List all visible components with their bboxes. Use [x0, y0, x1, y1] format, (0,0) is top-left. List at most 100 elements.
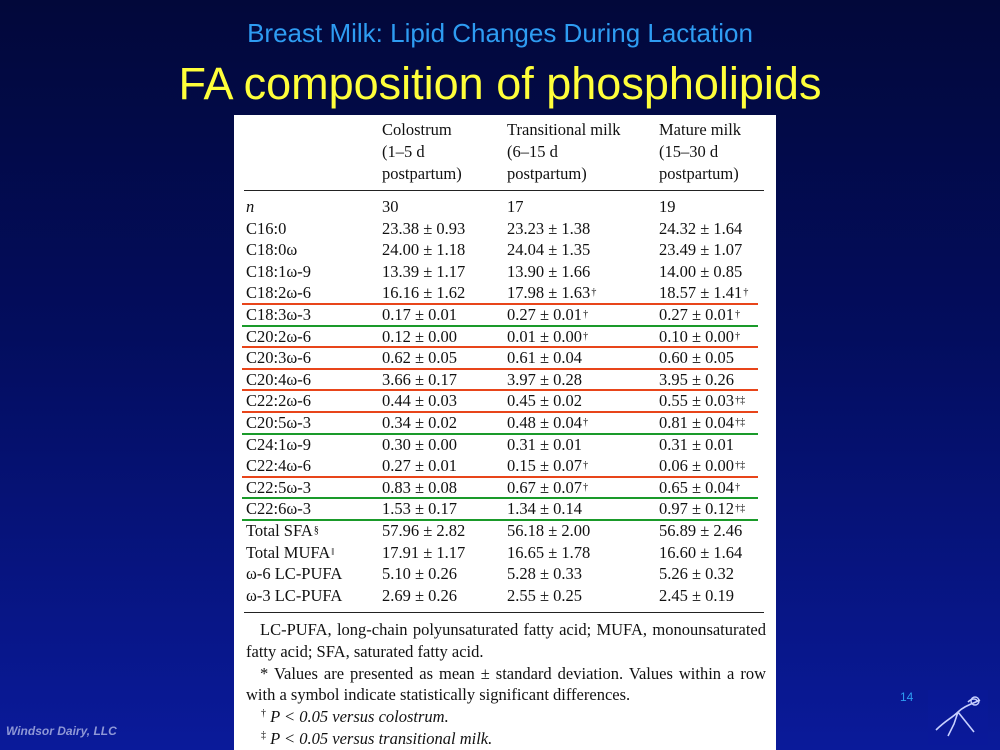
table-cell: 24.04 ± 1.35 — [507, 239, 590, 261]
row-label-text: C24:1ω-9 — [246, 434, 311, 454]
row-label: C20:3ω-6 — [246, 347, 311, 369]
row-label: C18:1ω-9 — [246, 261, 311, 283]
table-footnotes: LC-PUFA, long-chain polyunsaturated fatt… — [246, 619, 766, 750]
cell-value: 0.81 ± 0.04 — [659, 413, 735, 432]
table-row: C22:5ω-3 0.83 ± 0.08 0.67 ± 0.07† 0.65 ± 0.… — [234, 477, 776, 499]
table-cell: 57.96 ± 2.82 — [382, 520, 465, 542]
table-cell: 24.32 ± 1.64 — [659, 218, 742, 240]
cell-value: 0.34 ± 0.02 — [382, 413, 458, 432]
table-cell: 56.89 ± 2.46 — [659, 520, 742, 542]
table-cell: 56.18 ± 2.00 — [507, 520, 590, 542]
table-cell: 0.27 ± 0.01 — [382, 455, 457, 477]
cell-value: 2.69 ± 0.26 — [382, 585, 458, 605]
table-cell: 0.65 ± 0.04† — [659, 477, 740, 499]
table-cell: 16.65 ± 1.78 — [507, 542, 590, 564]
row-label: C20:5ω-3 — [246, 412, 311, 434]
row-label-text: ω-6 LC-PUFA — [246, 564, 343, 584]
table-row: Total SFA§ 57.96 ± 2.82 56.18 ± 2.00 56.89 … — [234, 520, 776, 542]
cell-value: 3.66 ± 0.17 — [382, 369, 458, 389]
footnote-double-dagger: ‡ P < 0.05 versus transitional milk. — [261, 728, 493, 748]
table-cell: 5.28 ± 0.33 — [507, 563, 582, 585]
table-cell: 0.61 ± 0.04 — [507, 347, 582, 369]
row-label-footnote-mark: § — [313, 525, 319, 536]
highlight-underline — [242, 367, 758, 370]
table-cell: 0.67 ± 0.07† — [507, 477, 588, 499]
table-cell: 0.97 ± 0.12†‡ — [659, 498, 745, 520]
cell-value: 0.06 ± 0.00 — [659, 456, 735, 476]
cell-value: 14.00 ± 0.85 — [659, 261, 743, 281]
cell-value: 56.18 ± 2.00 — [507, 521, 591, 540]
cell-value: 16.16 ± 1.62 — [382, 283, 466, 303]
slide-subtitle: Breast Milk: Lipid Changes During Lactat… — [247, 18, 753, 48]
table-cell: 13.90 ± 1.66 — [507, 261, 590, 283]
table-cell: 0.31 ± 0.01 — [507, 434, 582, 456]
row-label: C22:5ω-3 — [246, 477, 311, 499]
table-cell: 3.66 ± 0.17 — [382, 369, 457, 391]
cell-value: 0.17 ± 0.01 — [382, 305, 458, 324]
cell-value: 0.27 ± 0.01 — [659, 305, 735, 324]
table-cell: 0.27 ± 0.01† — [659, 304, 740, 326]
row-label-text: Total MUFA — [246, 542, 331, 562]
table-cell: 0.10 ± 0.00† — [659, 326, 740, 348]
highlight-underline — [242, 432, 758, 435]
row-label: C24:1ω-9 — [246, 434, 311, 456]
row-label-text: C22:6ω-3 — [246, 499, 311, 519]
table-cell: 23.38 ± 0.93 — [382, 218, 465, 240]
footnote-values: * Values are presented as mean ± standar… — [246, 663, 766, 705]
row-label: ω-3 LC-PUFA — [246, 585, 342, 607]
table-row: C24:1ω-9 0.30 ± 0.00 0.31 ± 0.01 0.31 ± 0.0… — [234, 434, 776, 456]
significance-mark: † — [591, 287, 597, 299]
row-label-text: n — [246, 197, 255, 216]
cell-value: 0.10 ± 0.00 — [659, 326, 735, 346]
cell-value: 0.44 ± 0.03 — [382, 391, 458, 411]
table-cell: 30 — [382, 196, 399, 218]
row-label: Total SFA§ — [246, 520, 319, 542]
row-label: C18:0ω — [246, 239, 297, 261]
cell-value: 19 — [659, 197, 676, 216]
cell-value: 2.55 ± 0.25 — [507, 585, 583, 605]
significance-mark: † — [583, 309, 589, 320]
table-cell: 14.00 ± 0.85 — [659, 261, 742, 283]
table-row: C16:0 23.38 ± 0.93 23.23 ± 1.38 24.32 ± 1.6… — [234, 218, 776, 240]
row-label: C18:3ω-3 — [246, 304, 311, 326]
table-cell: 3.95 ± 0.26 — [659, 369, 734, 391]
table-cell: 0.34 ± 0.02 — [382, 412, 457, 434]
table-cell: 19 — [659, 196, 676, 218]
table-row: ω-3 LC-PUFA 2.69 ± 0.26 2.55 ± 0.25 2.45 ± … — [234, 585, 776, 607]
table-cell: 13.39 ± 1.17 — [382, 261, 465, 283]
row-label: C22:2ω-6 — [246, 390, 311, 412]
cell-value: 5.26 ± 0.32 — [659, 564, 735, 584]
cell-value: 3.97 ± 0.28 — [507, 369, 583, 389]
table-cell: 2.69 ± 0.26 — [382, 585, 457, 607]
highlight-underline — [242, 303, 758, 305]
table-row: C20:2ω-6 0.12 ± 0.00 0.01 ± 0.00† 0.10 ± 0.… — [234, 326, 776, 348]
table-cell: 23.49 ± 1.07 — [659, 239, 742, 261]
cell-value: 3.95 ± 0.26 — [659, 369, 735, 389]
table-cell: 2.45 ± 0.19 — [659, 585, 734, 607]
cell-value: 24.04 ± 1.35 — [507, 240, 591, 260]
table-cell: 0.01 ± 0.00† — [507, 326, 588, 348]
table-cell: 0.60 ± 0.05 — [659, 347, 734, 369]
table-cell: 0.15 ± 0.07† — [507, 455, 588, 477]
table-cell: 2.55 ± 0.25 — [507, 585, 582, 607]
sketch-figure-logo-icon — [928, 690, 988, 745]
cell-value: 56.89 ± 2.46 — [659, 521, 743, 540]
cell-value: 0.83 ± 0.08 — [382, 477, 458, 497]
cell-value: 0.60 ± 0.05 — [659, 348, 735, 368]
cell-value: 0.61 ± 0.04 — [507, 348, 583, 368]
table-image: Colostrum (1–5 d postpartum) Transitiona… — [234, 115, 776, 750]
cell-value: 5.10 ± 0.26 — [382, 564, 458, 584]
row-label-text: C18:1ω-9 — [246, 261, 311, 281]
cell-value: 17 — [507, 197, 524, 216]
row-label: C20:4ω-6 — [246, 369, 311, 391]
table-cell: 17.91 ± 1.17 — [382, 542, 465, 564]
table-row: n 30 17 19 — [234, 196, 776, 218]
highlight-underline — [242, 389, 758, 392]
significance-mark: †‡ — [735, 395, 746, 407]
row-label-text: C20:5ω-3 — [246, 413, 311, 432]
row-label-text: C22:4ω-6 — [246, 456, 311, 476]
table-cell: 16.16 ± 1.62 — [382, 282, 465, 304]
row-label: ω-6 LC-PUFA — [246, 563, 342, 585]
cell-value: 0.27 ± 0.01 — [382, 456, 458, 476]
table-cell: 0.17 ± 0.01 — [382, 304, 457, 326]
